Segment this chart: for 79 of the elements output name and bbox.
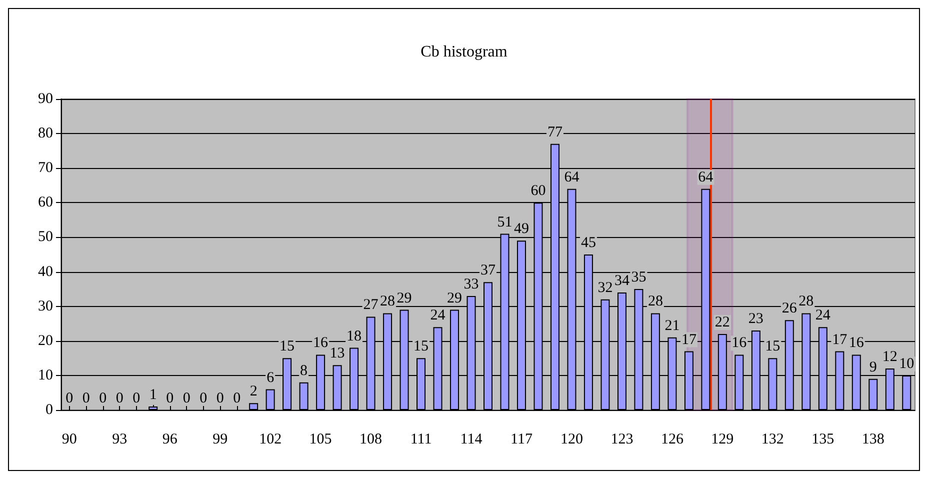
data-label: 0 (200, 390, 208, 406)
data-label: 32 (598, 280, 613, 296)
y-tick-label: 20 (38, 332, 53, 349)
x-tick-label: 114 (460, 432, 483, 448)
data-label: 15 (280, 338, 295, 355)
data-label: 49 (514, 221, 529, 238)
data-label: 16 (732, 335, 748, 352)
data-label: 33 (464, 276, 479, 292)
y-tick-label: 70 (38, 160, 53, 176)
y-tick-label: 10 (38, 367, 53, 384)
data-label: 12 (882, 349, 898, 366)
data-label: 17 (681, 332, 697, 348)
y-tick-label: 30 (38, 298, 53, 314)
data-label: 16 (848, 335, 864, 352)
data-label: 15 (414, 338, 429, 355)
data-label: 24 (430, 308, 446, 324)
data-label: 29 (396, 290, 412, 306)
data-label: 0 (82, 390, 90, 406)
data-label: 13 (330, 346, 345, 362)
data-label: 0 (216, 390, 224, 406)
x-tick-label: 120 (560, 432, 583, 448)
data-label: 0 (233, 390, 241, 406)
data-label: 28 (798, 294, 814, 310)
x-tick-label: 117 (510, 432, 533, 448)
data-label: 0 (99, 390, 107, 406)
data-label: 22 (714, 314, 730, 330)
data-label: 60 (530, 183, 546, 200)
data-label: 29 (447, 290, 462, 306)
data-label: 8 (300, 362, 308, 379)
data-label: 0 (132, 390, 140, 406)
data-label: 2 (250, 384, 258, 400)
y-tick-label: 90 (38, 91, 53, 107)
x-tick-label: 93 (112, 432, 128, 448)
data-label: 17 (832, 332, 848, 348)
data-label: 15 (765, 338, 780, 355)
data-label: 6 (266, 370, 275, 386)
data-label: 34 (614, 273, 630, 290)
chart-title: Cb histogram (420, 44, 508, 60)
x-tick-label: 96 (162, 432, 178, 448)
data-label: 37 (480, 262, 496, 279)
x-tick-label: 126 (660, 432, 684, 448)
data-label: 0 (166, 390, 174, 406)
x-tick-label: 90 (62, 432, 77, 448)
x-tick-label: 102 (259, 432, 282, 448)
y-tick-label: 40 (38, 264, 53, 280)
y-tick-label: 50 (38, 229, 53, 246)
data-label: 0 (66, 390, 74, 406)
x-tick-label: 108 (360, 432, 382, 448)
data-label: 26 (782, 300, 798, 317)
data-label: 77 (547, 124, 563, 140)
data-label: 9 (869, 359, 877, 376)
data-label: 10 (899, 356, 914, 372)
data-label: 51 (497, 214, 512, 230)
data-label: 0 (116, 390, 124, 406)
y-tick-label: 60 (38, 194, 53, 211)
data-label: 28 (380, 294, 396, 310)
data-label: 27 (363, 297, 379, 314)
x-tick-label: 99 (212, 432, 228, 448)
data-label: 23 (748, 311, 764, 328)
data-label: 45 (580, 235, 596, 251)
data-label: 35 (631, 270, 646, 286)
data-label: 1 (149, 387, 157, 404)
y-tick-label: 80 (38, 126, 53, 142)
data-label: 28 (648, 294, 663, 310)
data-label: 16 (313, 335, 329, 352)
x-tick-label: 105 (309, 432, 332, 448)
data-label: 64 (698, 169, 714, 186)
x-tick-label: 138 (862, 432, 884, 448)
data-label: 21 (664, 318, 680, 334)
x-tick-label: 129 (711, 432, 734, 448)
data-label: 64 (564, 169, 580, 186)
data-label: 0 (182, 390, 190, 406)
data-label: 24 (815, 308, 831, 324)
x-tick-label: 111 (410, 432, 432, 448)
x-tick-label: 132 (761, 432, 784, 448)
data-label: 18 (346, 328, 362, 344)
y-tick-label: 0 (46, 402, 53, 418)
x-tick-label: 123 (610, 432, 634, 448)
x-tick-label: 135 (812, 432, 834, 448)
